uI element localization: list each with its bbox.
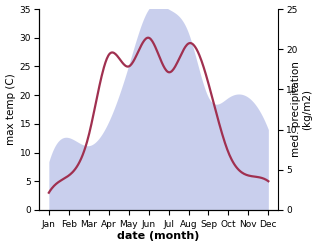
X-axis label: date (month): date (month) bbox=[117, 231, 200, 242]
Y-axis label: med. precipitation
(kg/m2): med. precipitation (kg/m2) bbox=[291, 62, 313, 157]
Y-axis label: max temp (C): max temp (C) bbox=[5, 74, 16, 145]
